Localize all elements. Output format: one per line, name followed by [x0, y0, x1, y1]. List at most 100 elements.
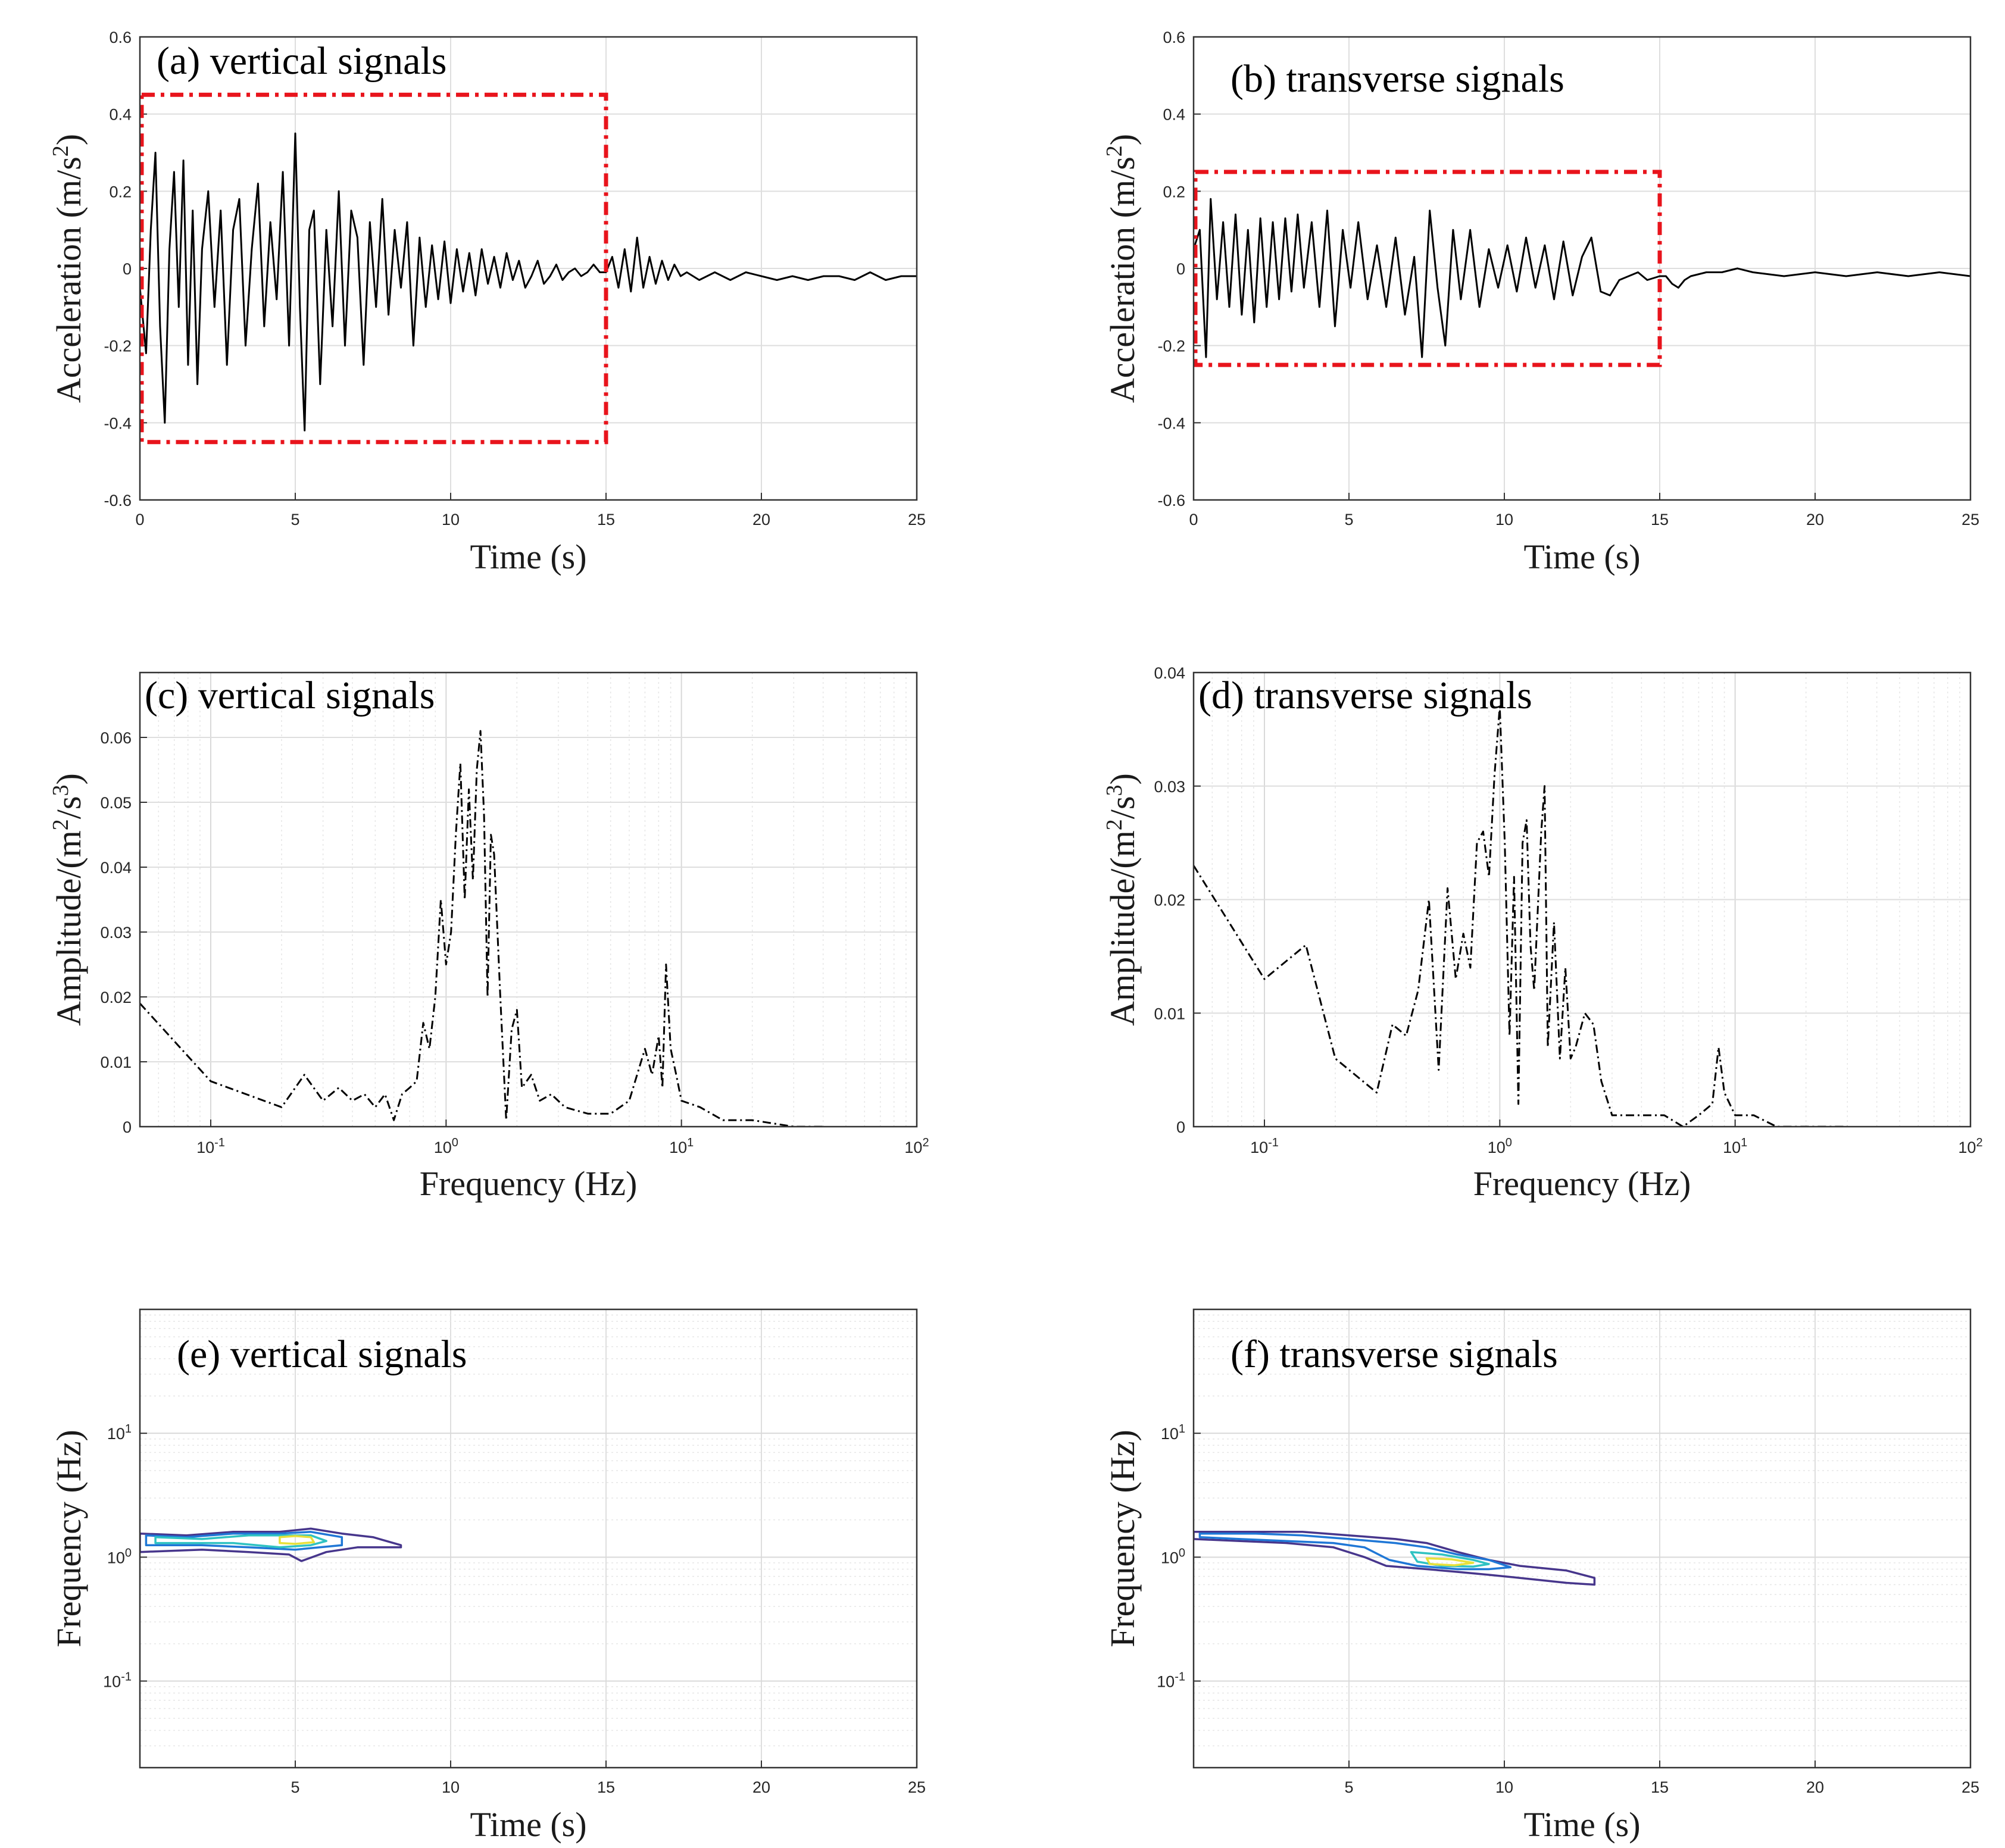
data-layer	[1194, 1531, 1596, 1586]
x-tick-label: 25	[1962, 1778, 1979, 1796]
data-layer	[140, 132, 917, 431]
x-tick-label: 101	[1723, 1136, 1747, 1156]
x-tick-label: 10-1	[1250, 1136, 1279, 1156]
data-layer	[140, 1527, 402, 1562]
highlight-box	[139, 92, 608, 445]
y-tick-label: -0.2	[1157, 337, 1185, 355]
y-axis-label: Amplitude/(m2/s3)	[1102, 773, 1142, 1026]
axes-frame	[139, 1308, 918, 1769]
y-tick-label: 0	[123, 260, 132, 278]
y-tick-label: 0	[1176, 1118, 1185, 1136]
y-tick-label: -0.4	[104, 414, 132, 432]
panel-title: (e) vertical signals	[177, 1333, 467, 1376]
panel-d: 10-1 100 101 102 0 0.01 0.02 0.03 0.04 (d) transv…	[1102, 664, 1983, 1203]
y-tick-label: 0	[1176, 260, 1185, 278]
y-tick-label: 0.6	[109, 29, 132, 46]
x-axis-label: Time (s)	[1523, 537, 1640, 576]
contour-peak	[279, 1535, 316, 1545]
highlight-box	[1193, 170, 1662, 367]
y-axis-label: Frequency (Hz)	[49, 1430, 88, 1647]
data-layer	[1194, 705, 1848, 1127]
data-layer	[1194, 198, 1970, 358]
x-tick-label: 10	[442, 1778, 460, 1796]
y-tick-label: 101	[1161, 1422, 1185, 1443]
y-tick-label: 0.4	[109, 106, 132, 124]
x-tick-label: 25	[1962, 511, 1979, 529]
x-tick-label: 10	[442, 511, 460, 529]
panel-title: (b) transverse signals	[1231, 57, 1564, 101]
x-tick-label: 5	[291, 511, 299, 529]
y-axis-label: Amplitude/(m2/s3)	[48, 773, 88, 1026]
x-axis-label: Time (s)	[470, 1805, 586, 1844]
series-line-0	[1194, 705, 1848, 1127]
x-tick-label: 15	[597, 511, 615, 529]
contour-mid	[145, 1531, 343, 1551]
panel-c: 10-1 100 101 102 0 0.01 0.02 0.03 0.04 0.05 0.06 (c…	[48, 671, 929, 1203]
x-tick-label: 25	[908, 511, 926, 529]
y-tick-label: -0.6	[1157, 492, 1185, 509]
x-tick-label: 102	[1958, 1136, 1982, 1156]
x-tick-label: 100	[1488, 1136, 1512, 1156]
y-tick-label: 0.2	[109, 183, 132, 201]
panel-title: (d) transverse signals	[1198, 674, 1532, 717]
x-tick-label: 101	[669, 1136, 694, 1156]
contour-high	[1410, 1550, 1490, 1568]
y-tick-label: 0.05	[100, 794, 132, 812]
x-tick-label: 20	[752, 1778, 770, 1796]
data-layer	[140, 730, 823, 1127]
x-tick-label: 15	[1651, 511, 1669, 529]
axes-frame	[139, 671, 918, 1128]
y-tick-label: 0.03	[1154, 778, 1185, 796]
y-tick-label: 100	[1161, 1546, 1185, 1566]
x-tick-label: 5	[1344, 1778, 1353, 1796]
y-axis-label: Acceleration (m/s2)	[48, 134, 88, 403]
y-tick-label: 0	[123, 1118, 132, 1136]
x-tick-label: 102	[904, 1136, 929, 1156]
x-tick-label: 20	[1806, 1778, 1824, 1796]
y-tick-label: 0.04	[100, 859, 132, 877]
plot-area	[140, 1309, 917, 1768]
panel-e: 5 10 15 20 25 10-1 100 101 (e) vertical signals T…	[49, 1308, 926, 1844]
axes-frame	[1192, 1308, 1972, 1769]
x-tick-label: 10-1	[196, 1136, 225, 1156]
y-tick-label: 0.02	[1154, 892, 1185, 909]
contour-peak	[1425, 1557, 1475, 1566]
y-axis-label: Acceleration (m/s2)	[1102, 134, 1142, 403]
x-tick-label: 0	[1189, 511, 1198, 529]
y-tick-label: 100	[107, 1546, 132, 1566]
y-axis-label: Frequency (Hz)	[1103, 1430, 1142, 1647]
x-tick-label: 15	[1651, 1778, 1669, 1796]
y-tick-label: -0.6	[104, 492, 132, 509]
axes-frame	[1192, 36, 1972, 501]
x-tick-label: 5	[291, 1778, 299, 1796]
contour-low	[140, 1527, 402, 1562]
y-tick-label: 0.02	[100, 989, 132, 1006]
y-tick-label: -0.4	[1157, 414, 1185, 432]
y-tick-label: 0.4	[1163, 106, 1185, 124]
axes-frame	[1192, 671, 1972, 1128]
x-tick-label: 10	[1495, 511, 1513, 529]
x-tick-label: 20	[752, 511, 770, 529]
y-tick-label: -0.2	[104, 337, 132, 355]
contour-low	[1194, 1531, 1596, 1586]
x-tick-label: 100	[434, 1136, 458, 1156]
panel-title: (a) vertical signals	[157, 39, 446, 83]
grid	[140, 1309, 917, 1768]
x-axis-label: Time (s)	[1523, 1805, 1640, 1844]
x-tick-label: 15	[597, 1778, 615, 1796]
panel-b: 0 5 10 15 20 25 -0.6 -0.4 -0.2 0 0.2 0.4 0.6 (b) tran…	[1102, 29, 1979, 576]
series-line-0	[140, 730, 823, 1127]
y-tick-label: 10-1	[103, 1670, 132, 1690]
axes-frame	[139, 36, 918, 501]
x-tick-label: 25	[908, 1778, 926, 1796]
contour-mid	[1198, 1532, 1512, 1571]
y-tick-label: 0.04	[1154, 664, 1185, 682]
x-tick-label: 0	[135, 511, 144, 529]
panel-a: 0 5 10 15 20 25 -0.6 -0.4 -0.2 0 0.2 0.4 0.6 (a) vert…	[48, 29, 926, 576]
y-tick-label: 101	[107, 1422, 132, 1443]
y-tick-label: 0.06	[100, 729, 132, 747]
x-axis-label: Frequency (Hz)	[420, 1164, 638, 1203]
x-tick-label: 10	[1495, 1778, 1513, 1796]
y-tick-label: 0.01	[1154, 1005, 1185, 1023]
